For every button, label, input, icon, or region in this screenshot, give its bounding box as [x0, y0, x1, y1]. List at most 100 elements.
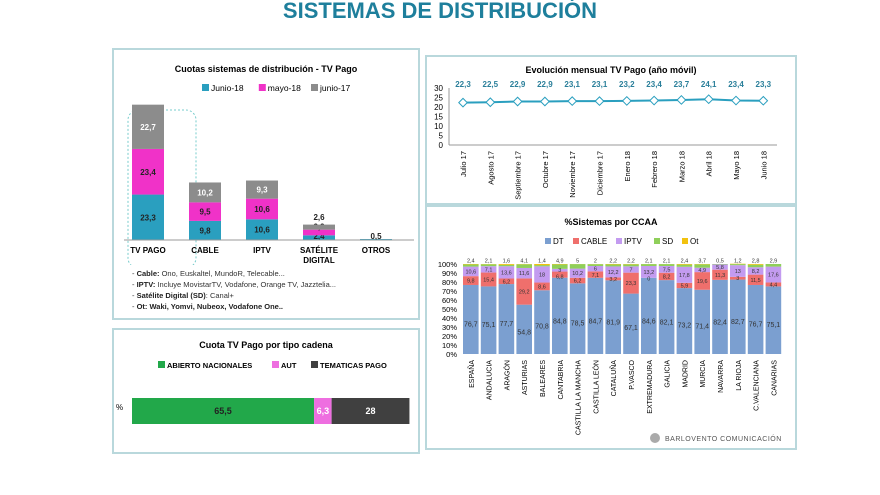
x-tick: Junio 18 [759, 151, 768, 179]
bar-SD [676, 264, 693, 267]
data-point [539, 96, 550, 107]
bar-CABLE [534, 282, 550, 291]
data-label: 75,1 [767, 322, 781, 329]
category-label: SATÉLITE [300, 246, 339, 255]
bar-CABLE [569, 277, 586, 284]
data-label: 2,1 [485, 259, 493, 265]
bar-CABLE [587, 271, 604, 278]
y-tick: 90% [442, 269, 457, 278]
category-label: P.VASCO [629, 359, 636, 389]
data-point [731, 95, 741, 106]
bar-AUT [314, 398, 332, 424]
data-point [649, 95, 660, 106]
legend-label: Junio-18 [211, 83, 244, 93]
data-label: 8,2 [663, 274, 671, 280]
legend-label: DT [553, 237, 564, 246]
x-tick: Diciembre 17 [596, 151, 605, 195]
bar-IPTV [641, 265, 657, 278]
data-label: 5,9 [681, 283, 689, 289]
data-label: 76,7 [749, 321, 763, 328]
notes: - Cable: Ono, Euskaltel, MundoR, Telecab… [132, 268, 336, 312]
category-label: ARAGÓN [502, 360, 511, 390]
data-label: 2,9 [770, 259, 778, 265]
data-label: 22,9 [537, 80, 553, 89]
bar-IPTV [623, 266, 639, 273]
data-point [703, 94, 714, 105]
data-label: 8,6 [538, 284, 546, 290]
bar-IPTV [658, 265, 675, 273]
bar-TEMATICAS PAGO [331, 398, 410, 424]
bar-IPTV [534, 266, 550, 283]
bar-CABLE [623, 272, 639, 294]
note-ot: - Ot: Waki, Yomvi, Nubeox, Vodafone One.… [132, 302, 284, 311]
data-label: 77,7 [500, 321, 514, 328]
data-point [594, 96, 605, 107]
bar-IPTV [747, 267, 764, 275]
x-tick: Enero 18 [623, 151, 632, 181]
legend-label: AUT [281, 361, 297, 370]
data-label: 3,7 [698, 259, 706, 265]
data-label: 9,8 [467, 279, 475, 285]
bar-CABLE [676, 282, 693, 289]
chart-title: Evolución mensual TV Pago (año móvil) [525, 65, 696, 75]
bar-IPTV [516, 267, 532, 279]
bar-DT [463, 284, 479, 354]
y-tick: 30% [442, 323, 457, 332]
legend-label: ABIERTO NACIONALES [167, 361, 252, 370]
x-tick: Marzo 18 [677, 151, 686, 182]
bar-SD [463, 264, 479, 267]
x-tick: Noviembre 17 [568, 151, 577, 198]
data-label: 23,3 [756, 80, 772, 89]
data-label: 22,5 [483, 80, 499, 89]
legend-label: TEMATICAS PAGO [320, 361, 387, 370]
data-point [567, 96, 578, 107]
category-label: ESPAÑA [467, 360, 476, 388]
bar-IPTV [587, 265, 604, 272]
data-label: 28 [366, 406, 376, 416]
legend-swatch [258, 84, 266, 91]
legend-swatch [573, 238, 579, 244]
legend-swatch [545, 238, 551, 244]
category-label: BALEARES [540, 360, 547, 397]
bar-DT [747, 284, 764, 354]
data-label: 23,4 [646, 80, 662, 89]
bar-Ot [534, 264, 550, 266]
bar-DT [623, 293, 639, 354]
data-label: 4,9 [556, 259, 564, 265]
bar-DT [534, 290, 550, 354]
data-label: 7,1 [592, 273, 600, 279]
note-sd: - Satélite Digital (SD): Canal+ [132, 291, 234, 300]
bar-DT [480, 286, 497, 354]
bar-SD [658, 264, 675, 266]
bar-IPTV [730, 265, 746, 277]
bar-mayo-18 [132, 148, 164, 195]
data-label: 9,5 [199, 208, 211, 217]
data-label: 23,4 [728, 80, 744, 89]
category-label: CASTILLA LA MANCHA [576, 360, 583, 435]
bar-CABLE [765, 282, 782, 287]
data-label: 73,2 [678, 323, 692, 330]
category-label: ANDALUCIA [487, 360, 494, 400]
bar-Junio-18 [246, 219, 278, 240]
y-tick: 15 [434, 113, 443, 122]
data-label: 23,7 [674, 80, 690, 89]
legend-swatch [682, 238, 688, 244]
bar-DT [730, 279, 746, 354]
data-label: 10,2 [197, 188, 213, 197]
y-tick: 25 [434, 94, 443, 103]
bar-IPTV [765, 266, 782, 283]
bar-Junio-18 [189, 220, 221, 240]
data-label: 2,1 [645, 259, 653, 265]
legend-swatch [158, 361, 165, 368]
bar-SD [480, 264, 497, 267]
data-label: 75,1 [482, 322, 496, 329]
chart-cadena: Cuota TV Pago por tipo cadena ABIERTO NAC… [116, 340, 410, 424]
bar-SD [516, 264, 532, 268]
bar-IPTV [480, 266, 497, 273]
data-label: 24,1 [701, 80, 717, 89]
y-tick: 20 [434, 103, 443, 112]
legend-swatch [202, 84, 209, 91]
chart-title: Cuota TV Pago por tipo cadena [199, 340, 334, 350]
y-tick: 5 [439, 132, 444, 141]
category-label: ASTURIAS [522, 360, 529, 395]
